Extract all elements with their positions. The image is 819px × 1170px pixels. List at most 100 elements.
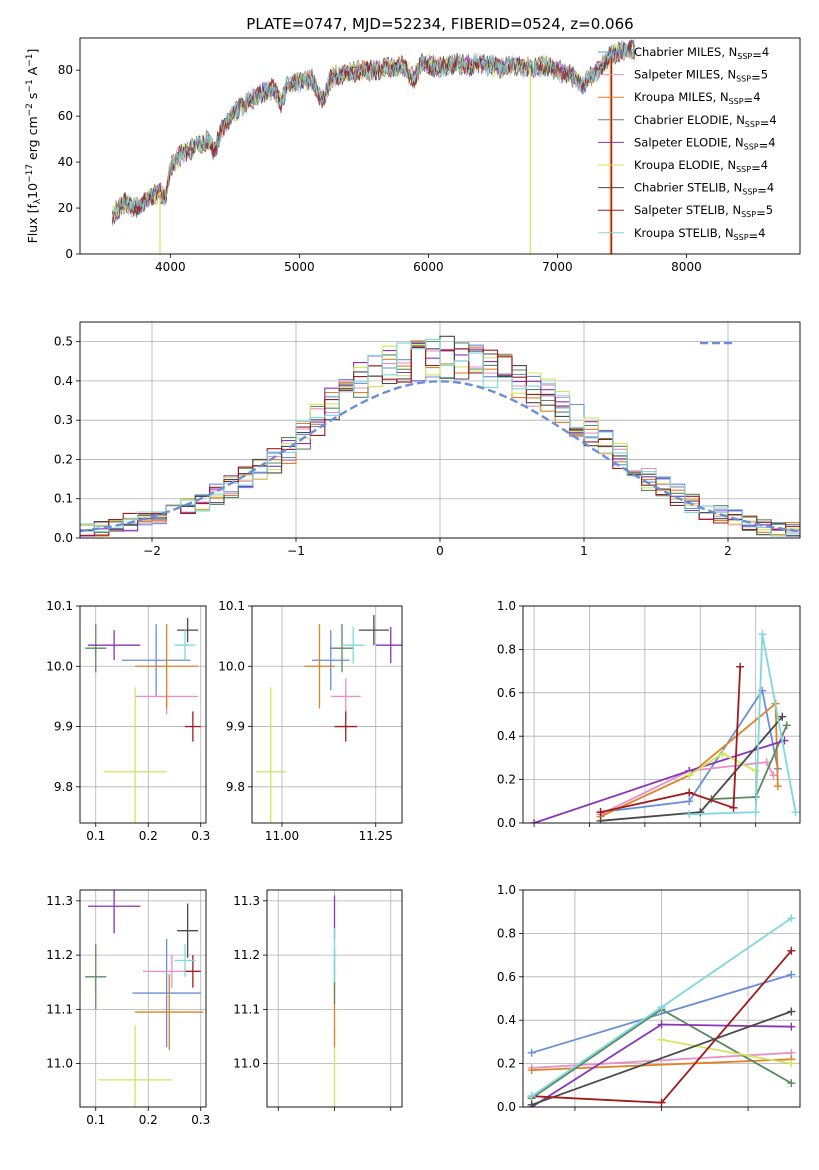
legend-equals: = — [760, 116, 770, 130]
data-point — [185, 711, 201, 742]
point-marker — [685, 810, 694, 819]
x-tick-label: 0 — [436, 544, 444, 558]
series-line — [600, 701, 779, 818]
legend-entry: Salpeter MILES, NSSP=5 — [634, 68, 768, 85]
histogram-step — [80, 344, 800, 536]
y-axis-label-part: ] — [25, 49, 40, 54]
legend-series-name: Salpeter ELODIE — [634, 135, 728, 149]
y-tick-label: 0.0 — [54, 531, 73, 545]
y-tick-label: 11.2 — [46, 948, 73, 962]
y-tick-label: 0.2 — [497, 1057, 516, 1071]
legend-series-name: Kroupa STELIB — [634, 226, 718, 240]
legend-entry: Chabrier MILES, NSSP=4 — [634, 45, 769, 62]
point-marker — [685, 797, 694, 806]
legend-nssp-sub: SSP — [737, 52, 752, 61]
x-tick-label: 0.2 — [139, 1113, 158, 1127]
x-tick-label: 0.3 — [191, 829, 210, 843]
y-tick-label: 0.0 — [497, 1100, 516, 1114]
axes-mass-vs-ebv: 11.0 11.1 11.2 11.3 — [233, 889, 403, 1111]
legend-nssp-value: 4 — [758, 226, 765, 240]
data-point — [132, 938, 201, 1048]
y-tick-label: 9.8 — [226, 780, 245, 794]
point-marker — [787, 1007, 796, 1016]
data-point — [85, 624, 107, 673]
plot-frame — [251, 605, 403, 824]
point-marker — [787, 970, 796, 979]
series-line — [600, 761, 775, 816]
data-point — [312, 630, 350, 691]
y-tick-label: 0 — [65, 247, 73, 261]
legend-entry: Chabrier STELIB, NSSP=4 — [634, 181, 774, 198]
point-marker — [657, 1098, 666, 1107]
point-marker — [758, 630, 767, 639]
y-axis-label-part: A — [25, 66, 40, 79]
point-marker — [778, 712, 787, 721]
y-tick-label: 10.0 — [46, 659, 73, 673]
legend: Chabrier MILES, NSSP=4 Salpeter MILES, NS… — [598, 45, 777, 243]
point-marker — [596, 808, 605, 817]
y-tick-label: 0.1 — [54, 492, 73, 506]
y-axis-label-part: −2 — [25, 103, 35, 116]
legend-equals: = — [744, 93, 754, 107]
legend-nssp-sub: SSP — [729, 97, 744, 106]
point-marker — [751, 808, 760, 817]
data-point — [122, 624, 191, 697]
legend-nssp-label: N — [720, 90, 729, 104]
point-marker — [762, 758, 771, 767]
y-tick-label: 10.0 — [218, 659, 245, 673]
y-axis-label: Flux [fλ10−17 erg cm−2 s−1 A−1] — [25, 49, 43, 244]
y-axis-label-part: −17 — [25, 164, 35, 183]
y-tick-label: 0.5 — [54, 335, 73, 349]
data-point — [177, 903, 199, 958]
data-point — [304, 624, 335, 709]
axes-mass-vs-Z: 0.1 0.2 0.3 11.0 11.1 11.2 11.3 — [46, 889, 210, 1127]
point-marker — [787, 946, 796, 955]
y-axis-label-part: Flux [f — [25, 204, 40, 244]
axes-residuals: −2 −1 0 1 2 0.0 0.1 0.2 0.3 0.4 0.5 — [54, 321, 801, 558]
legend-nssp-value: 4 — [768, 135, 775, 149]
data-point — [177, 618, 199, 643]
y-tick-label: 0.4 — [54, 374, 73, 388]
legend-series-name: Kroupa ELODIE — [634, 158, 720, 172]
legend-entry: Kroupa MILES, NSSP=4 — [634, 90, 761, 107]
point-marker — [782, 721, 791, 730]
legend-nssp-value: 5 — [761, 68, 768, 82]
point-marker — [657, 1035, 666, 1044]
y-tick-label: 20 — [58, 201, 73, 215]
point-marker — [729, 803, 738, 812]
plot-frame — [79, 37, 801, 255]
y-tick-label: 0.4 — [497, 1013, 516, 1027]
x-tick-label: 0.3 — [191, 1113, 210, 1127]
legend-nssp-sub: SSP — [736, 165, 751, 174]
legend-equals: = — [756, 206, 766, 220]
gaussian-curve — [80, 380, 800, 533]
x-tick-label: 0.1 — [86, 1113, 105, 1127]
plot-frame — [79, 321, 801, 539]
figure-title: PLATE=0747, MJD=52234, FIBERID=0524, z=0… — [246, 15, 633, 33]
plot-frame — [79, 605, 207, 824]
legend-nssp-sub: SSP — [744, 142, 759, 151]
y-tick-label: 11.2 — [233, 948, 260, 962]
legend-nssp-label: N — [735, 135, 744, 149]
legend-nssp-label: N — [732, 203, 741, 217]
plot-frame — [522, 605, 801, 824]
x-tick-label: 2 — [724, 544, 732, 558]
data-point — [334, 711, 357, 742]
legend-nssp-label: N — [734, 181, 743, 195]
y-axis-label-part: −1 — [25, 79, 35, 92]
spectrum-lines — [111, 39, 636, 254]
point-marker — [751, 766, 760, 775]
x-tick-label: 7000 — [542, 260, 573, 274]
legend-entry: Kroupa ELODIE, NSSP=4 — [634, 158, 768, 175]
series-lines — [530, 630, 800, 823]
point-marker — [787, 1059, 796, 1068]
y-tick-label: 0.6 — [497, 970, 516, 984]
data-point — [174, 944, 196, 977]
point-marker — [736, 662, 745, 671]
data-point — [87, 630, 141, 661]
y-tick-label: 0.2 — [497, 773, 516, 787]
y-tick-label: 11.1 — [46, 1002, 73, 1016]
data-point — [358, 615, 389, 646]
legend-comma: , — [718, 226, 725, 240]
